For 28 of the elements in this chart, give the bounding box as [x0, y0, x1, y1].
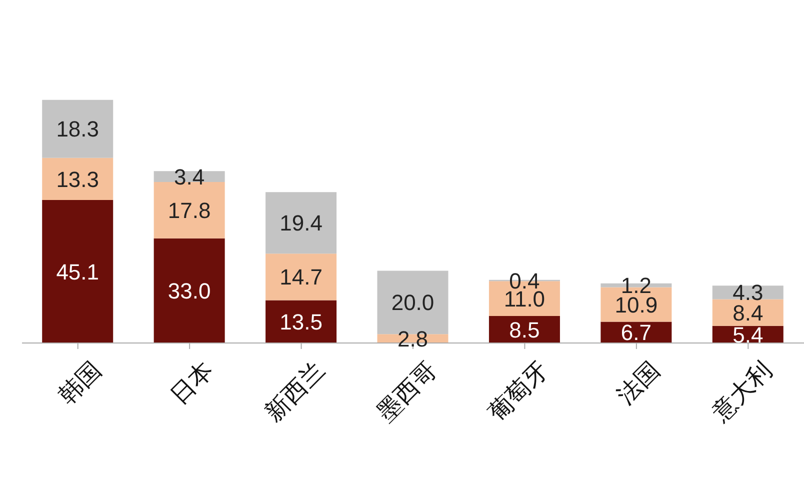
data-label: 2.8: [397, 326, 428, 352]
data-label: 45.1: [56, 259, 100, 284]
data-label: 8.5: [509, 317, 540, 342]
data-label: 18.3: [56, 116, 100, 142]
data-label: 33.0: [168, 278, 211, 304]
x-tick-label: 意大利: [706, 356, 778, 428]
bar: [42, 100, 114, 158]
data-label: 14.7: [280, 264, 322, 290]
bar: [266, 300, 337, 343]
data-label: 20.0: [391, 290, 434, 316]
x-tick-label: 葡萄牙: [482, 356, 554, 427]
bar: [154, 238, 225, 343]
data-label: 6.7: [620, 320, 652, 346]
bar: [42, 158, 114, 200]
data-label: 19.4: [280, 210, 322, 236]
bar: [42, 200, 114, 343]
x-tick-label: 新西兰: [260, 356, 330, 427]
data-label: 3.4: [174, 164, 205, 190]
x-tick-label: 韩国: [53, 356, 107, 410]
bar: [266, 254, 337, 300]
data-label: 13.5: [280, 309, 322, 334]
bar: [266, 192, 337, 254]
data-label: 17.8: [168, 198, 211, 223]
x-tick-label: 墨西哥: [371, 356, 442, 427]
data-label: 13.3: [56, 166, 100, 192]
x-tick-label: 法国: [612, 356, 666, 410]
x-tick-label: 日本: [164, 356, 219, 410]
bar: [712, 299, 784, 326]
